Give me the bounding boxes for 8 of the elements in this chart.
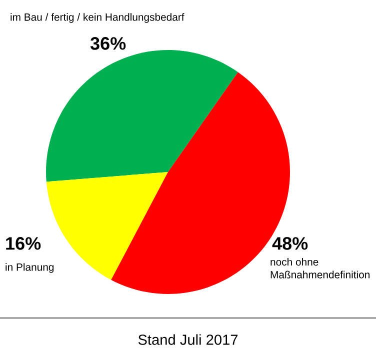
slice-label: im Bau / fertig / kein Handlungsbedarf (10, 13, 184, 23)
pie-slice (46, 50, 238, 182)
slice-label: in Planung (6, 263, 54, 273)
text: Stand Juli 2017 (138, 334, 238, 345)
data-label: 48% (272, 237, 308, 250)
data-label: 36% (90, 37, 126, 50)
data-label: 16% (6, 237, 41, 250)
slice-label: noch ohne Maßnahmendefinition (270, 258, 370, 278)
